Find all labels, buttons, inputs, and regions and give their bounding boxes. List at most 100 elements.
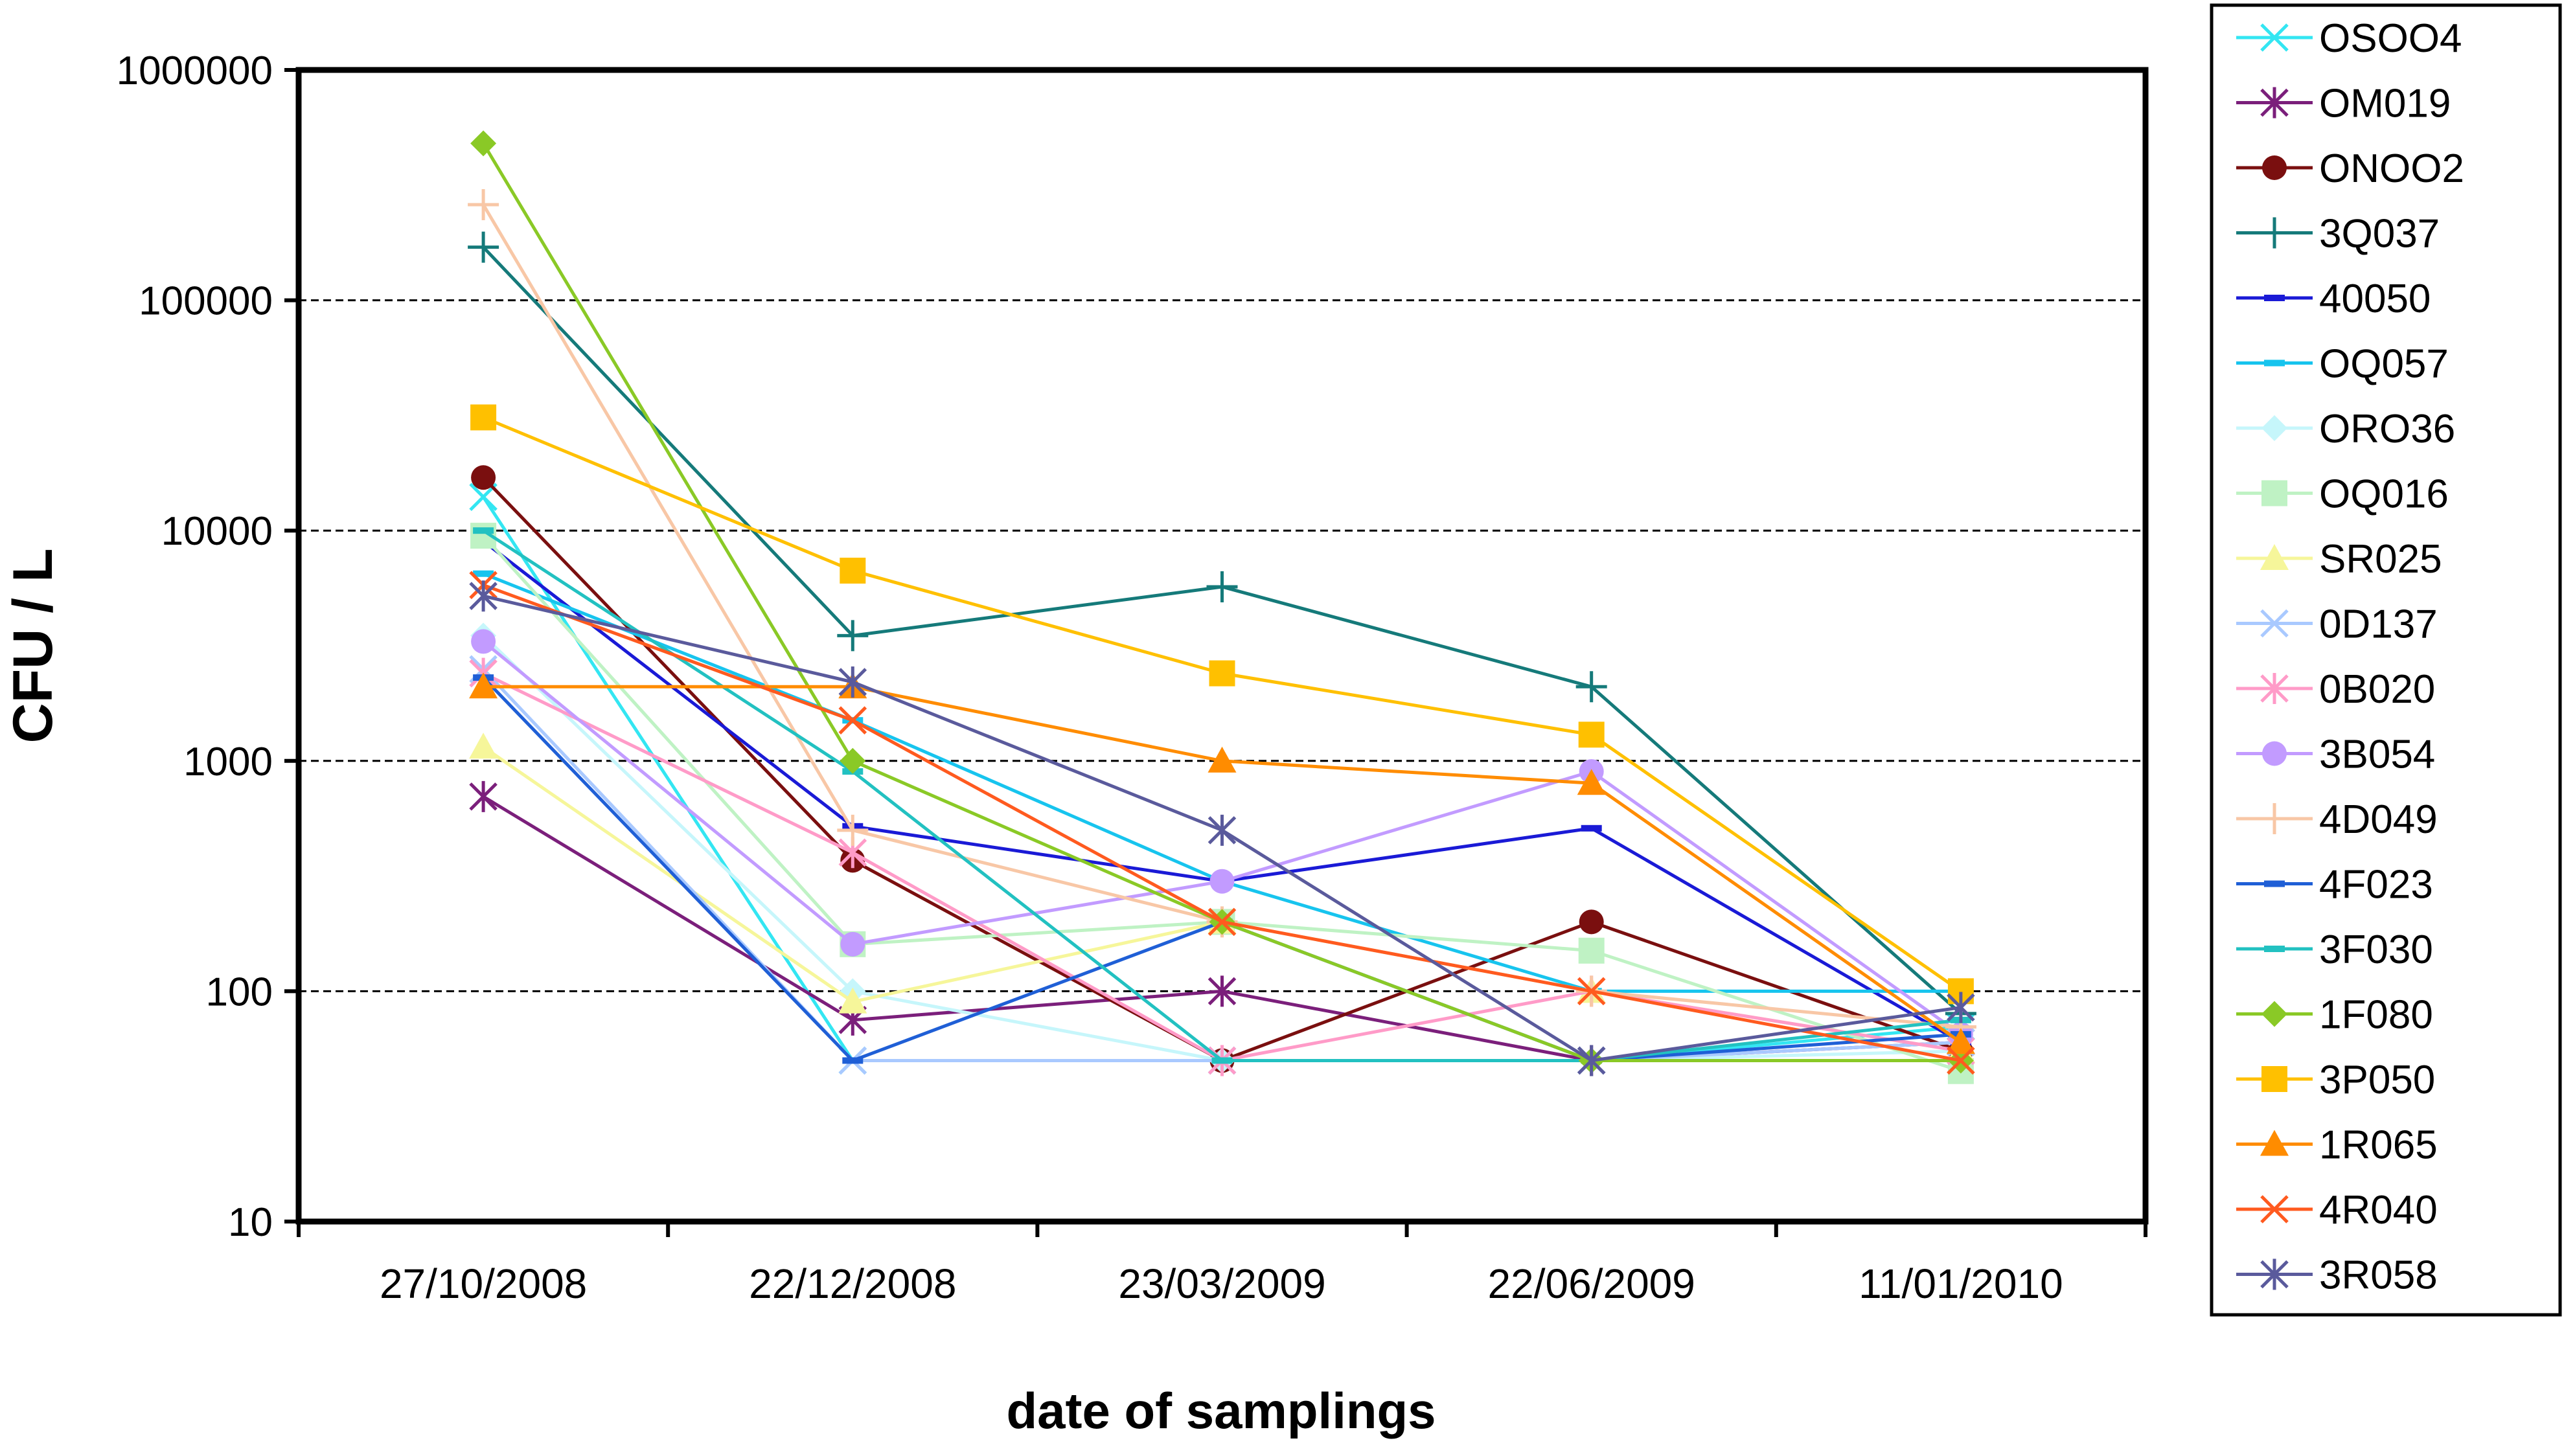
legend-label: OM019 [2319,82,2451,126]
legend-item: 1R065 [2236,1123,2438,1168]
point [840,558,866,584]
point [473,527,494,534]
legend-label: SR025 [2319,537,2442,582]
x-axis-title: date of samplings [1006,1382,1436,1439]
y-tick-label: 100 [206,970,273,1014]
point [2261,1066,2287,1092]
point [468,231,499,263]
point [2260,1195,2289,1223]
x-tick-labels: 27/10/2008 22/12/2008 23/03/2009 22/06/2009… [380,1260,2063,1307]
legend-item: 1F080 [2236,993,2433,1038]
legend-item: SR025 [2236,537,2442,582]
point [840,931,865,957]
point [1208,975,1237,1007]
point [838,706,867,734]
legend-item: OQ057 [2236,342,2449,387]
point [1209,660,1235,687]
point [1208,907,1237,937]
point [1578,722,1605,748]
series-3Q037 [468,231,1976,1029]
legend-item: 0B020 [2236,667,2435,712]
legend-label: 3B054 [2319,733,2435,777]
legend-label: OSOO4 [2319,16,2462,61]
point [2260,673,2289,704]
y-tick-label: 1000000 [117,49,273,93]
point [1947,992,1975,1023]
series-3B054 [471,629,1973,1047]
point [471,465,496,490]
legend-item: 3R058 [2236,1253,2438,1298]
legend-item: 3P050 [2236,1058,2435,1102]
point [1209,869,1235,894]
plot-frame [295,67,2149,1225]
legend-item: ORO36 [2236,407,2455,451]
point [2264,946,2285,952]
legend-label: 3F030 [2319,927,2433,972]
x-tick-label: 23/03/2009 [1118,1260,1325,1307]
series-3R058 [469,580,1975,1076]
point [2260,544,2289,570]
point [1211,1057,1233,1064]
legend-label: 1F080 [2319,993,2433,1038]
x-tick-label: 27/10/2008 [380,1260,587,1307]
point [1947,1046,1975,1075]
point [2259,217,2290,249]
y-tick-label: 10000 [161,509,273,554]
point [1579,909,1604,935]
y-axis-title: CFU / L [2,549,64,744]
legend-label: 0B020 [2319,667,2435,712]
legend-label: 4F023 [2319,863,2433,907]
legend-item: 4D049 [2236,797,2438,842]
legend-item: 4R040 [2236,1188,2438,1233]
point [837,620,869,652]
point [1575,671,1607,703]
point [838,666,867,698]
legend: OSOO4 OM019 ONOO2 3Q037 40050 OQ057 ORO36 OQ016… [2236,16,2464,1298]
point [840,747,866,774]
point [2260,609,2289,638]
point [1208,746,1237,773]
legend-item: 0D137 [2236,602,2438,647]
point [2259,803,2290,834]
point [2260,23,2289,52]
point [2261,480,2287,506]
legend-item: ONOO2 [2236,146,2464,191]
x-tick-label: 11/01/2010 [1859,1260,2063,1307]
x-tick-label: 22/12/2008 [749,1260,956,1307]
legend-label: OQ016 [2319,472,2449,517]
point [1208,814,1237,846]
point [1577,769,1606,795]
point [2261,1001,2287,1027]
point [2264,880,2285,887]
point [469,580,498,612]
legend-label: OQ057 [2319,342,2449,387]
point [471,629,496,654]
legend-label: 4D049 [2319,797,2438,842]
legend-label: 1R065 [2319,1123,2438,1168]
legend-label: 40050 [2319,277,2431,321]
point [469,780,498,812]
legend-item: 3Q037 [2236,212,2440,256]
point [470,130,497,157]
legend-box [2210,3,2562,1317]
series-group [468,130,1976,1084]
point [2262,741,2287,766]
point [2264,295,2285,301]
point [2262,155,2287,180]
legend-label: 3R058 [2319,1253,2438,1298]
point [469,733,498,759]
point [2260,87,2289,119]
point [2260,1130,2289,1156]
x-tick-label: 22/06/2009 [1488,1260,1695,1307]
point [473,570,494,577]
legend-item: 3B054 [2236,733,2435,777]
point [2261,415,2287,441]
point [1206,571,1238,603]
legend-item: OQ016 [2236,472,2449,517]
point [1581,825,1602,832]
legend-label: 4R040 [2319,1188,2438,1233]
legend-item: 4F023 [2236,863,2433,907]
legend-label: 0D137 [2319,602,2438,647]
point [838,987,867,1014]
